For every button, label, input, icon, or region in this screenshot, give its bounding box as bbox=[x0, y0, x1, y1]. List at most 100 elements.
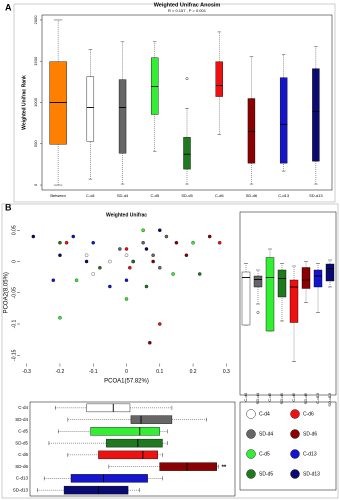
legend-label: SD-d5 bbox=[259, 471, 273, 477]
box bbox=[253, 275, 263, 288]
legend-swatch bbox=[290, 429, 300, 439]
point bbox=[141, 240, 145, 245]
x-tick-label: SD-d6 bbox=[303, 392, 308, 404]
y-tick-label: C-d13 bbox=[16, 476, 29, 481]
legend-label: C-d5 bbox=[259, 451, 270, 457]
point bbox=[158, 228, 162, 232]
y-tick-label: -0.1 bbox=[11, 319, 17, 328]
box bbox=[130, 415, 173, 424]
outlier bbox=[185, 77, 189, 81]
point bbox=[141, 228, 145, 232]
point bbox=[108, 259, 112, 264]
legend-swatch bbox=[246, 409, 256, 419]
point bbox=[108, 284, 112, 289]
y-tick-label: C-d6 bbox=[18, 452, 28, 457]
legend-swatch bbox=[290, 449, 300, 459]
point bbox=[31, 234, 36, 239]
panel-frame bbox=[13, 3, 336, 203]
legend-label: SD-d13 bbox=[303, 471, 320, 477]
box bbox=[86, 76, 95, 142]
point bbox=[164, 234, 169, 239]
x-tick-label: C-d13 bbox=[315, 392, 320, 404]
x-tick-label: -0.1 bbox=[89, 369, 98, 375]
point bbox=[58, 240, 62, 245]
y-tick-label: SD-d5 bbox=[15, 440, 28, 445]
box bbox=[118, 79, 127, 154]
x-tick-label: SD-d13 bbox=[327, 392, 332, 406]
x-tick-label: C-d4 bbox=[86, 193, 95, 198]
x-tick-label: SD-d6 bbox=[246, 193, 258, 198]
y-tick-label: 500 bbox=[33, 140, 38, 147]
box bbox=[312, 68, 320, 162]
panel-frame bbox=[1, 203, 339, 499]
chart-title: Weighted Unifrac bbox=[106, 212, 147, 218]
legend-swatch bbox=[246, 429, 256, 439]
y-tick-label: SD-d4 bbox=[15, 417, 28, 422]
y-tick-label: SD-d6 bbox=[15, 464, 28, 469]
x-tick-label: C-d4 bbox=[243, 392, 248, 401]
box bbox=[63, 485, 129, 495]
x-tick-label: Between bbox=[50, 193, 66, 198]
point bbox=[171, 272, 175, 276]
y-tick-label: 1000 bbox=[33, 97, 38, 107]
legend-swatch bbox=[246, 449, 256, 459]
legend-label: C-d4 bbox=[259, 411, 270, 417]
x-tick-label: 0 bbox=[125, 369, 128, 375]
x-axis-label: PCOA1(57.82%) bbox=[104, 379, 149, 385]
point bbox=[98, 265, 102, 270]
legend-swatch bbox=[290, 469, 300, 479]
point bbox=[174, 240, 179, 245]
x-tick-label: SD-d13 bbox=[309, 193, 323, 198]
box bbox=[301, 267, 311, 289]
panel-label: A bbox=[5, 2, 12, 12]
x-tick-label: SD-d5 bbox=[181, 193, 193, 198]
chart-subtitle: R = 0.157 , P = 0.001 bbox=[168, 8, 207, 13]
chart-title: Weighted Unifrac Anosim bbox=[154, 2, 221, 8]
x-tick-label: C-d6 bbox=[215, 193, 224, 198]
x-tick-label: SD-d4 bbox=[255, 392, 260, 404]
point bbox=[158, 265, 162, 270]
point bbox=[148, 340, 152, 345]
x-tick-label: 0.2 bbox=[190, 369, 197, 375]
y-tick-label: 2000 bbox=[33, 15, 38, 25]
point bbox=[124, 247, 129, 251]
box bbox=[277, 269, 287, 298]
box bbox=[247, 98, 256, 164]
point bbox=[144, 284, 149, 289]
y-tick-label: 1500 bbox=[33, 56, 38, 66]
y-axis-label: Weighted Unifrac Rank bbox=[21, 75, 27, 130]
y-axis-label: PCOA2(8.05%) bbox=[4, 272, 10, 313]
legend-label: SD-d4 bbox=[259, 431, 273, 437]
y-tick-label: SD-d13 bbox=[13, 487, 29, 492]
y-tick-label: C-d4 bbox=[18, 405, 28, 410]
box bbox=[86, 403, 131, 413]
box bbox=[70, 474, 148, 483]
point bbox=[91, 272, 95, 276]
point bbox=[124, 278, 129, 282]
legend-label: C-d13 bbox=[303, 451, 317, 457]
point bbox=[151, 259, 155, 264]
point bbox=[151, 253, 155, 257]
point bbox=[217, 240, 222, 245]
plot-frame bbox=[29, 401, 236, 497]
point bbox=[124, 297, 129, 301]
y-tick-label: 0 bbox=[11, 260, 17, 263]
box bbox=[151, 57, 159, 115]
x-tick-label: C-d5 bbox=[150, 193, 159, 198]
point bbox=[84, 253, 89, 257]
x-tick-label: 0.3 bbox=[223, 369, 230, 375]
box bbox=[265, 257, 275, 332]
point bbox=[64, 240, 69, 245]
point bbox=[118, 247, 122, 251]
x-tick-label: SD-d5 bbox=[279, 392, 284, 404]
point bbox=[71, 234, 76, 239]
panel-label: B bbox=[5, 202, 12, 212]
x-tick-label: C-d6 bbox=[291, 392, 296, 401]
y-tick-label: -0.05 bbox=[11, 287, 17, 299]
box bbox=[90, 427, 160, 436]
y-tick-label: 0.05 bbox=[11, 225, 17, 235]
box bbox=[313, 269, 323, 288]
y-tick-label: -0.15 bbox=[11, 349, 17, 361]
point bbox=[51, 278, 56, 282]
point bbox=[158, 322, 162, 326]
